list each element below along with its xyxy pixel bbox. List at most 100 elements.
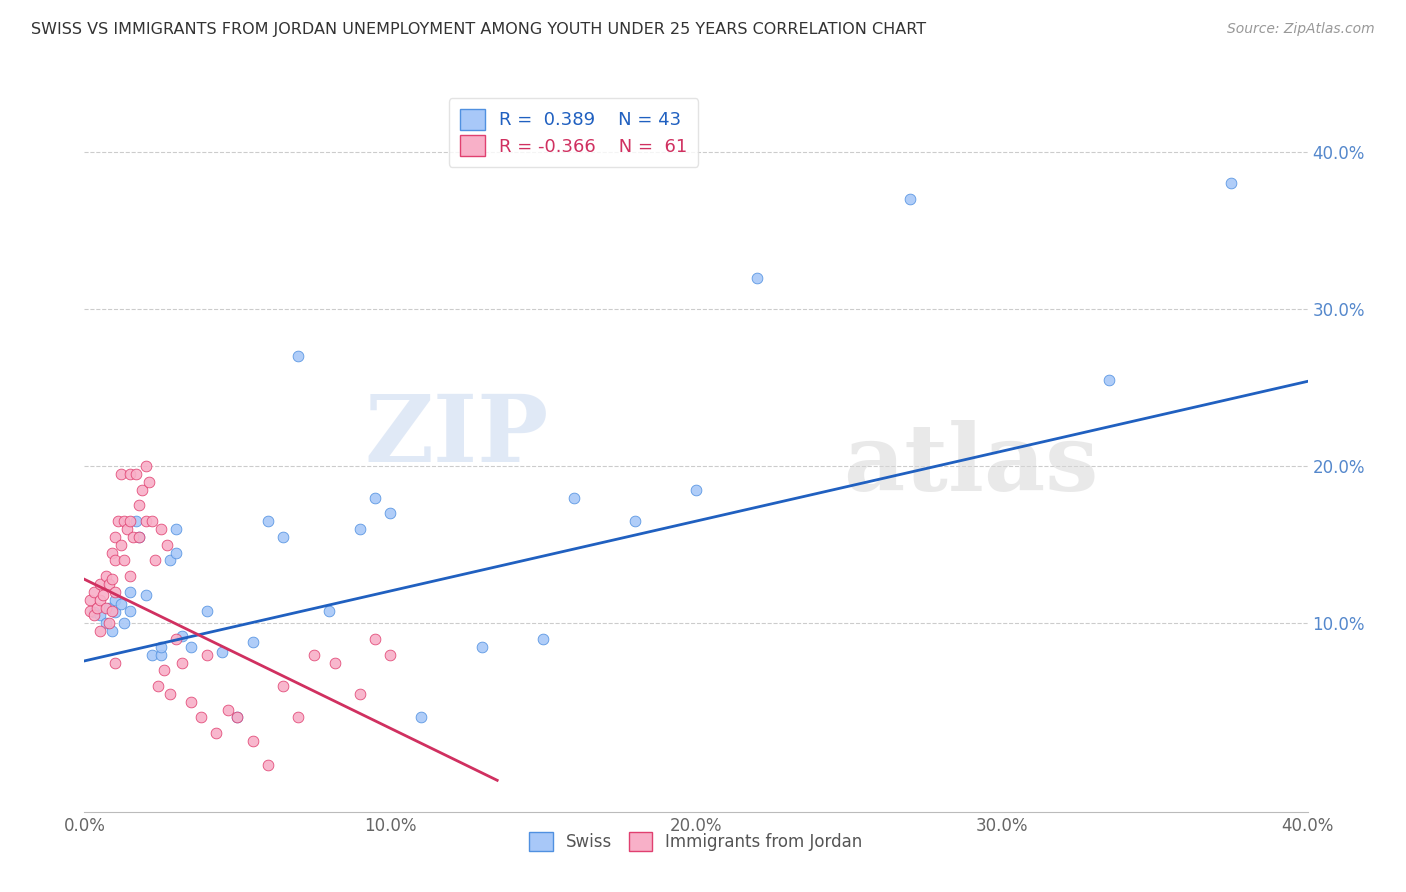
Point bbox=[349, 522, 371, 536]
Point bbox=[141, 648, 163, 662]
Point bbox=[135, 514, 157, 528]
Point bbox=[104, 656, 127, 670]
Point bbox=[226, 710, 249, 724]
Point bbox=[172, 629, 194, 643]
Point bbox=[101, 624, 124, 639]
Point bbox=[120, 569, 142, 583]
Point bbox=[1220, 177, 1243, 191]
Point bbox=[112, 514, 135, 528]
Point bbox=[89, 577, 111, 591]
Point bbox=[128, 530, 150, 544]
Point bbox=[97, 577, 120, 591]
Point bbox=[287, 710, 309, 724]
Point bbox=[104, 605, 127, 619]
Point bbox=[104, 530, 127, 544]
Point bbox=[125, 467, 148, 481]
Text: Source: ZipAtlas.com: Source: ZipAtlas.com bbox=[1227, 22, 1375, 37]
Point bbox=[409, 710, 432, 724]
Point bbox=[364, 632, 387, 646]
Point bbox=[89, 592, 111, 607]
Point bbox=[211, 644, 233, 658]
Text: atlas: atlas bbox=[842, 420, 1098, 510]
Point bbox=[242, 734, 264, 748]
Point bbox=[135, 588, 157, 602]
Point bbox=[79, 604, 101, 618]
Point bbox=[747, 270, 769, 285]
Point bbox=[112, 616, 135, 631]
Point bbox=[101, 572, 124, 586]
Point bbox=[1098, 373, 1121, 387]
Point bbox=[125, 514, 148, 528]
Point bbox=[146, 679, 169, 693]
Point bbox=[226, 710, 249, 724]
Point bbox=[110, 467, 132, 481]
Point bbox=[83, 584, 105, 599]
Point bbox=[128, 499, 150, 513]
Point bbox=[97, 616, 120, 631]
Point bbox=[190, 710, 212, 724]
Point bbox=[153, 664, 176, 678]
Point bbox=[141, 514, 163, 528]
Point bbox=[104, 584, 127, 599]
Point bbox=[79, 592, 101, 607]
Point bbox=[159, 687, 181, 701]
Point bbox=[138, 475, 160, 489]
Point bbox=[205, 726, 228, 740]
Point bbox=[143, 553, 166, 567]
Point bbox=[97, 600, 120, 615]
Point bbox=[149, 522, 172, 536]
Point bbox=[156, 538, 179, 552]
Point bbox=[172, 656, 194, 670]
Point bbox=[271, 679, 294, 693]
Point bbox=[120, 584, 142, 599]
Point bbox=[380, 648, 402, 662]
Point bbox=[257, 514, 280, 528]
Point bbox=[104, 553, 127, 567]
Point bbox=[101, 545, 124, 559]
Text: ZIP: ZIP bbox=[366, 391, 550, 481]
Text: SWISS VS IMMIGRANTS FROM JORDAN UNEMPLOYMENT AMONG YOUTH UNDER 25 YEARS CORRELAT: SWISS VS IMMIGRANTS FROM JORDAN UNEMPLOY… bbox=[31, 22, 927, 37]
Point bbox=[122, 530, 145, 544]
Point bbox=[302, 648, 325, 662]
Point bbox=[180, 695, 202, 709]
Point bbox=[149, 640, 172, 654]
Point bbox=[217, 703, 239, 717]
Point bbox=[318, 604, 340, 618]
Point bbox=[120, 514, 142, 528]
Point bbox=[115, 522, 138, 536]
Point bbox=[531, 632, 554, 646]
Point bbox=[271, 530, 294, 544]
Point bbox=[257, 757, 280, 772]
Point bbox=[471, 640, 494, 654]
Point bbox=[110, 598, 132, 612]
Point bbox=[165, 545, 187, 559]
Point bbox=[104, 592, 127, 607]
Point bbox=[83, 608, 105, 623]
Point bbox=[149, 648, 172, 662]
Point bbox=[364, 491, 387, 505]
Point bbox=[131, 483, 153, 497]
Point bbox=[86, 600, 108, 615]
Point bbox=[120, 604, 142, 618]
Point bbox=[165, 632, 187, 646]
Point bbox=[135, 459, 157, 474]
Point bbox=[242, 635, 264, 649]
Point bbox=[380, 506, 402, 520]
Point bbox=[83, 605, 105, 619]
Point bbox=[195, 604, 218, 618]
Point bbox=[195, 648, 218, 662]
Point bbox=[94, 569, 117, 583]
Point bbox=[110, 538, 132, 552]
Point bbox=[91, 588, 114, 602]
Point bbox=[898, 192, 921, 206]
Point bbox=[94, 616, 117, 631]
Point bbox=[89, 624, 111, 639]
Point bbox=[685, 483, 707, 497]
Point bbox=[94, 600, 117, 615]
Point bbox=[624, 514, 647, 528]
Point bbox=[287, 349, 309, 363]
Point bbox=[159, 553, 181, 567]
Point bbox=[101, 604, 124, 618]
Point bbox=[107, 514, 129, 528]
Legend: Swiss, Immigrants from Jordan: Swiss, Immigrants from Jordan bbox=[523, 825, 869, 857]
